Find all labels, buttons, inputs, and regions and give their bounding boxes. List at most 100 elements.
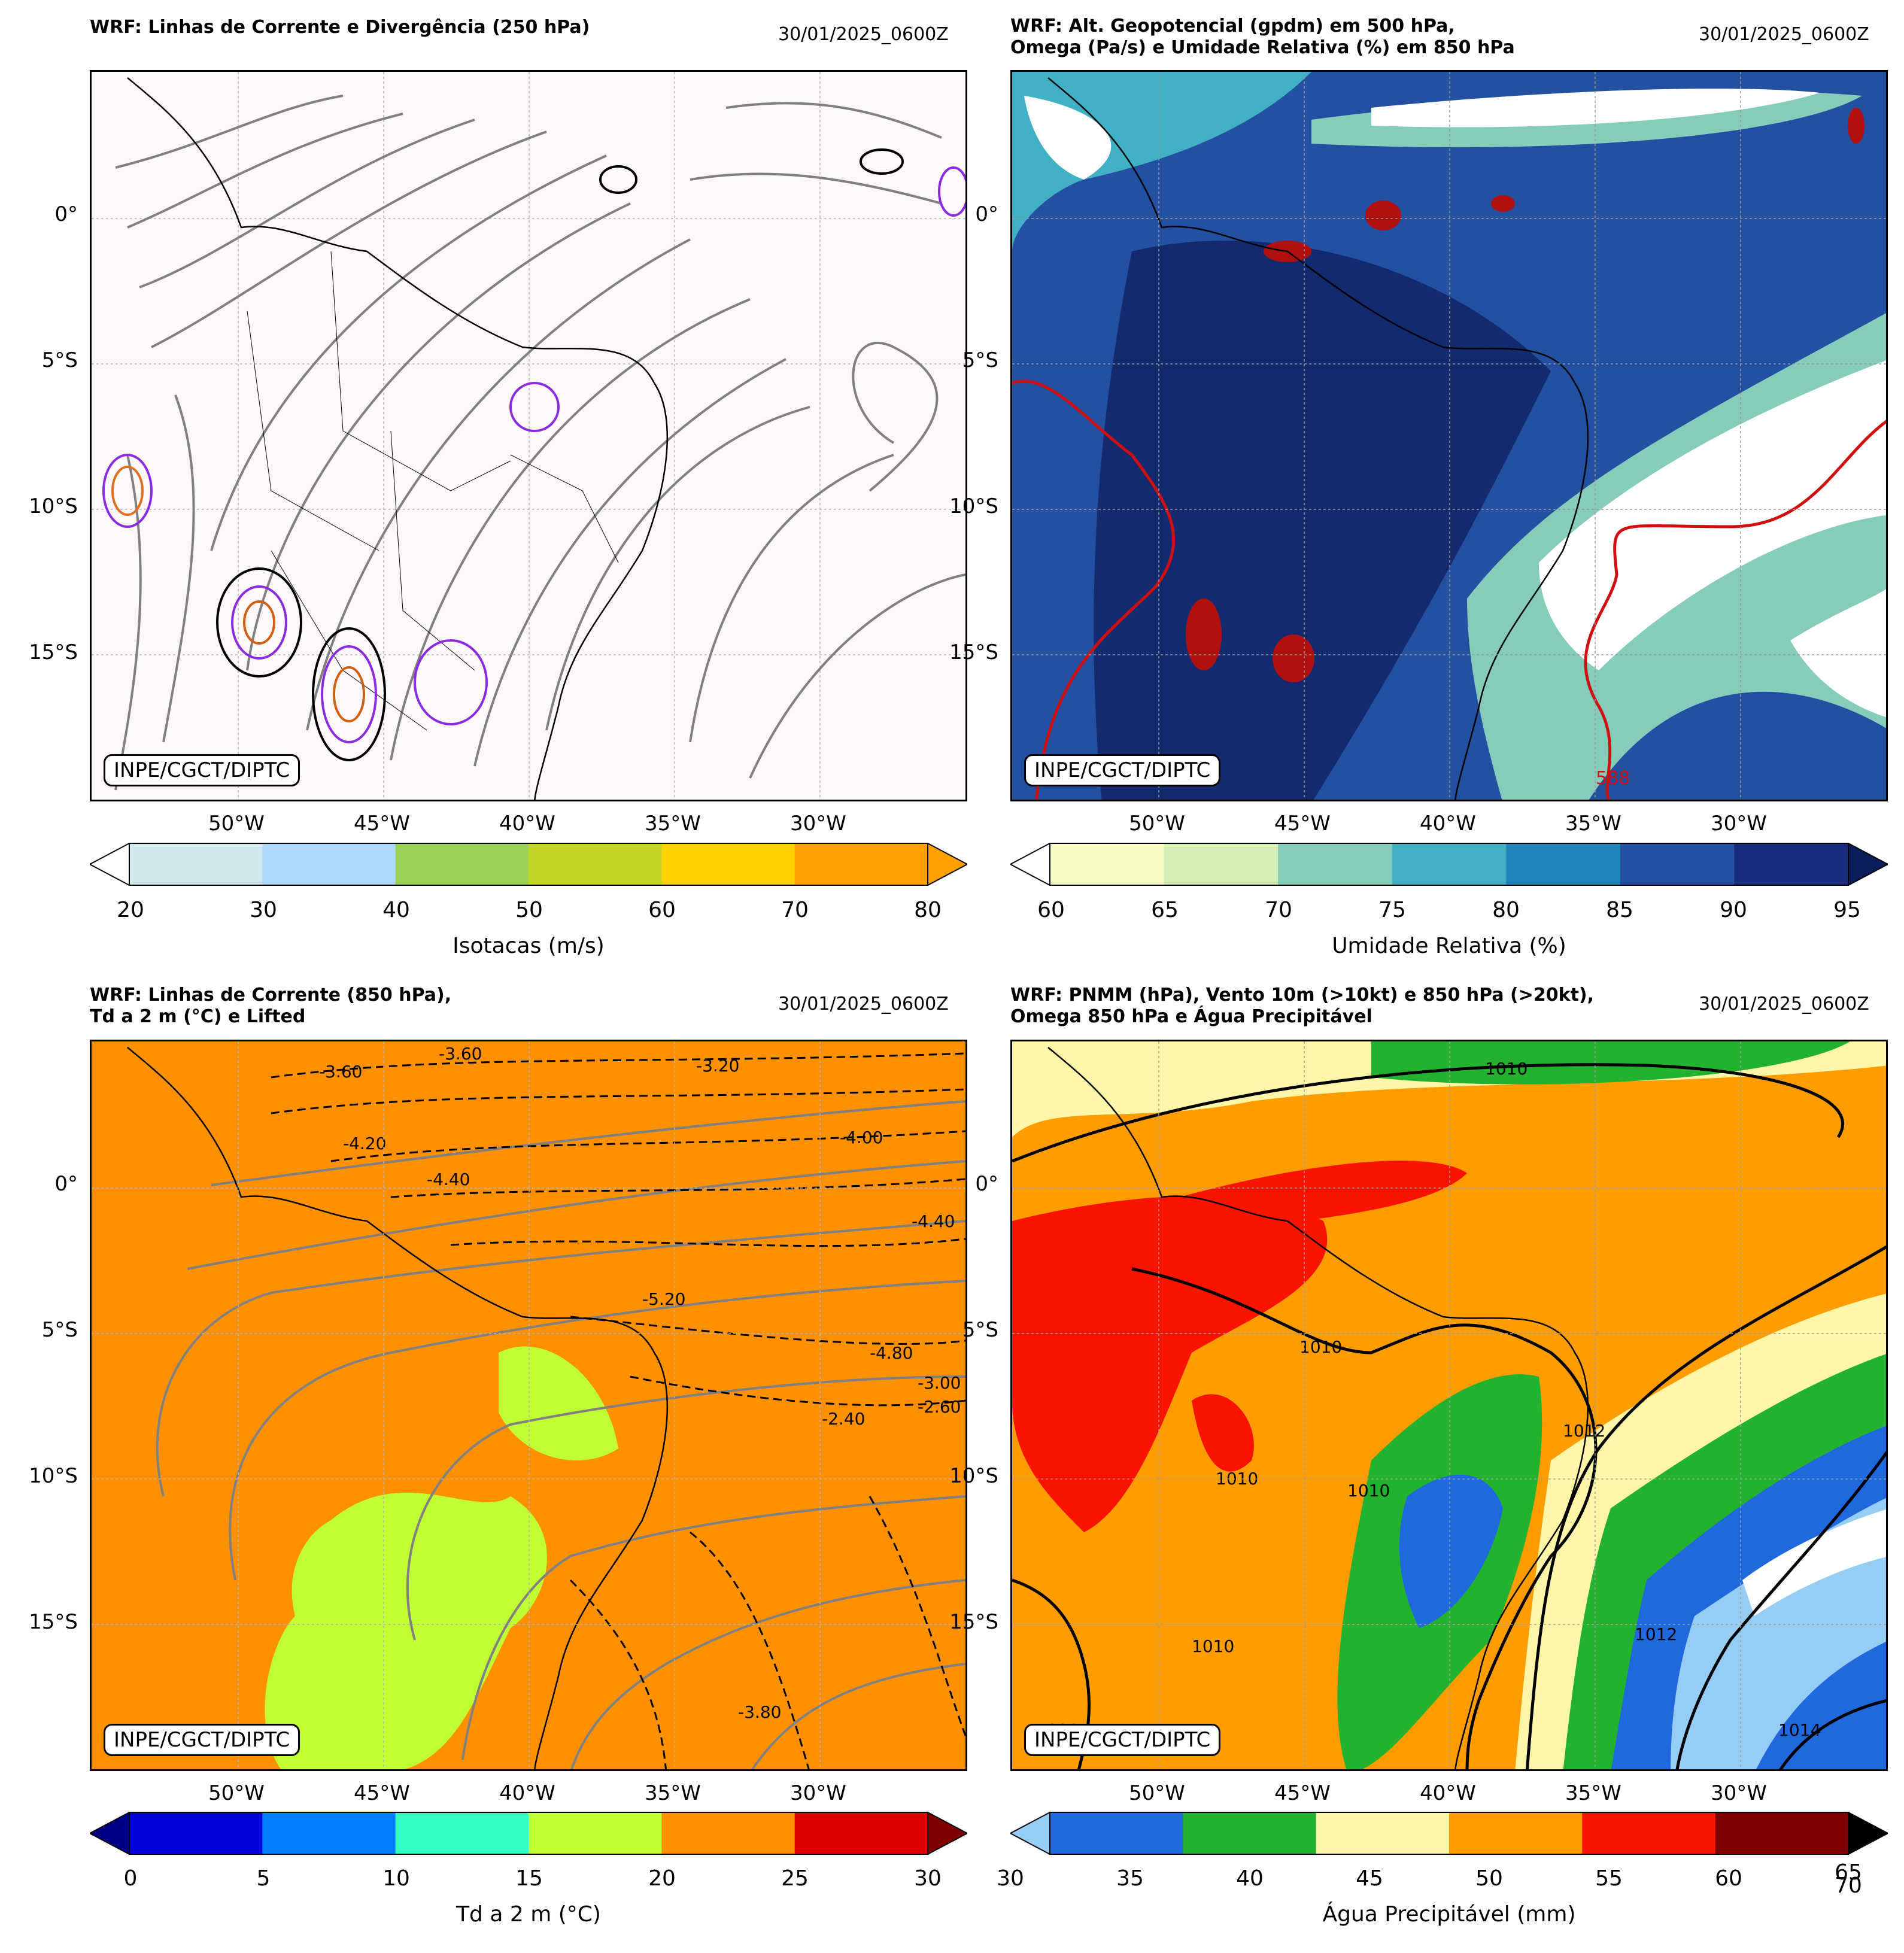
- colorbar-extend-high: [927, 1811, 969, 1855]
- lifted-index-contours: [271, 1052, 965, 1769]
- colorbar-segment: [794, 1812, 928, 1854]
- colorbar-graphic: [88, 1811, 969, 1855]
- lat-label: 0°: [54, 202, 78, 226]
- colorbar-segment: [1734, 843, 1849, 885]
- lifted-label: -3.80: [738, 1702, 781, 1722]
- map-layer: 588: [1012, 72, 1886, 800]
- lat-label: 10°S: [949, 1464, 998, 1488]
- colorbar-extend-low: [88, 1811, 130, 1855]
- colorbar-tick: 10: [382, 1866, 410, 1891]
- colorbar-tick: 30: [914, 1866, 942, 1891]
- credit-badge: INPE/CGCT/DIPTC: [1024, 754, 1221, 786]
- lifted-label: -4.00: [840, 1128, 883, 1147]
- colorbar-tick: 80: [914, 898, 942, 922]
- colorbar-tick: 40: [1236, 1866, 1264, 1891]
- colorbar: [1009, 842, 1890, 886]
- panel-title: WRF: Alt. Geopotencial (gpdm) em 500 hPa…: [1010, 16, 1455, 37]
- colorbar-tick: 30: [997, 1866, 1024, 1891]
- panel-title-line2: Omega (Pa/s) e Umidade Relativa (%) em 8…: [1010, 37, 1515, 58]
- map-layer: 1010 1010 1010 1010 1012 1012 1014 1008 …: [1012, 1041, 1886, 1769]
- panel-title: WRF: Linhas de Corrente e Divergência (2…: [90, 17, 590, 38]
- colorbar-segment: [1050, 843, 1165, 885]
- isobar-label: 1010: [1485, 1059, 1528, 1079]
- colorbar-graphic: [1009, 842, 1890, 886]
- colorbar-segment: [1449, 1812, 1583, 1854]
- panel-title: WRF: PNMM (hPa), Vento 10m (>10kt) e 850…: [1010, 985, 1595, 1006]
- colorbar-extend-high: [1848, 842, 1890, 886]
- lat-label: 15°S: [29, 640, 78, 664]
- lon-label: 30°W: [1711, 1781, 1767, 1805]
- lon-label: 50°W: [208, 812, 265, 836]
- lat-label: 15°S: [949, 640, 998, 664]
- map-dewpoint[interactable]: -3.60 -3.60 -4.20 -4.40 -5.20 -4.00 -3.2…: [90, 1040, 967, 1771]
- colorbar-segment: [1050, 1812, 1183, 1854]
- colorbar-segment: [1316, 1812, 1450, 1854]
- panel-date: 30/01/2025_0600Z: [1699, 24, 1869, 45]
- lon-label: 40°W: [499, 1781, 555, 1805]
- isobar-label: 1010: [1216, 1469, 1258, 1489]
- colorbar-tick: 60: [1715, 1866, 1742, 1891]
- colorbar-tick: 90: [1720, 898, 1747, 922]
- coastline: [1047, 77, 1589, 800]
- colorbar-segment: [1164, 843, 1279, 885]
- colorbar-extend-low: [1009, 842, 1050, 886]
- lat-label: 15°S: [29, 1610, 78, 1634]
- lat-label: 10°S: [29, 494, 78, 518]
- panel-title-line2: Omega 850 hPa e Água Precipitável: [1010, 1006, 1372, 1027]
- lat-label: 5°S: [41, 348, 78, 372]
- contour-label: 588: [1596, 768, 1630, 789]
- colorbar-extend-low: [88, 842, 130, 886]
- map-humidity-850[interactable]: 588 INPE/CGCT/DIPTC: [1010, 70, 1888, 801]
- isobar-label: 1012: [1563, 1421, 1605, 1441]
- colorbar-segment: [129, 843, 263, 885]
- lifted-label: -5.20: [642, 1289, 685, 1309]
- lifted-label: -3.60: [439, 1044, 482, 1064]
- isobar-label: 1012: [1635, 1624, 1677, 1644]
- colorbar-tick: 75: [1378, 898, 1406, 922]
- colorbar-segment: [794, 843, 928, 885]
- lon-label: 45°W: [354, 1781, 410, 1805]
- map-streamlines-250[interactable]: INPE/CGCT/DIPTC: [90, 70, 967, 801]
- lon-label: 30°W: [1711, 812, 1767, 836]
- isobars: [1012, 1063, 1886, 1769]
- colorbar-tick: 50: [1475, 1866, 1503, 1891]
- colorbar-tick: 65: [1151, 898, 1179, 922]
- lon-label: 50°W: [1129, 812, 1185, 836]
- geopotential-588-contour: [1012, 379, 1886, 800]
- lifted-label: -3.20: [696, 1056, 739, 1076]
- lon-label: 40°W: [499, 812, 555, 836]
- colorbar-tick: 95: [1833, 898, 1861, 922]
- dry-core-south: [1790, 589, 1886, 718]
- colorbar-frame: [129, 1812, 928, 1855]
- gridlines: [1012, 1041, 1886, 1769]
- lat-label: 0°: [54, 1172, 78, 1196]
- coastline: [1047, 1047, 1589, 1769]
- panel-date: 30/01/2025_0600Z: [778, 994, 949, 1015]
- colorbar-segment: [661, 1812, 795, 1854]
- dry-core-north: [1024, 96, 1112, 180]
- lifted-label: -2.60: [918, 1397, 961, 1417]
- isobar-label: 1010: [1347, 1481, 1390, 1501]
- colorbar: [88, 842, 969, 886]
- lon-label: 50°W: [1129, 1781, 1185, 1805]
- lat-label: 0°: [975, 202, 998, 226]
- isobar-label: 1010: [1299, 1337, 1342, 1357]
- pw-35-40-inland: [1399, 1474, 1503, 1628]
- lon-label: 35°W: [645, 812, 701, 836]
- colorbar-segment: [1278, 843, 1393, 885]
- map-precipitable-water[interactable]: 1010 1010 1010 1010 1012 1012 1014 1008 …: [1010, 1040, 1888, 1771]
- lon-label: 45°W: [1274, 812, 1331, 836]
- colorbar-extend-high: [1848, 1811, 1890, 1855]
- credit-badge: INPE/CGCT/DIPTC: [104, 754, 300, 786]
- td-15-20-region: [265, 1346, 618, 1769]
- colorbar-frame: [129, 843, 928, 886]
- pw-below-30: [1742, 1509, 1886, 1616]
- colorbar-segment: [529, 1812, 662, 1854]
- colorbar-frame: [1049, 843, 1849, 886]
- divergence-contours: [102, 148, 965, 761]
- colorbar-tick: 50: [515, 898, 543, 922]
- panel-date: 30/01/2025_0600Z: [778, 24, 949, 45]
- pw-55-60-spot: [1192, 1394, 1254, 1472]
- panel-date: 30/01/2025_0600Z: [1699, 994, 1869, 1015]
- colorbar-tick: 35: [1116, 1866, 1144, 1891]
